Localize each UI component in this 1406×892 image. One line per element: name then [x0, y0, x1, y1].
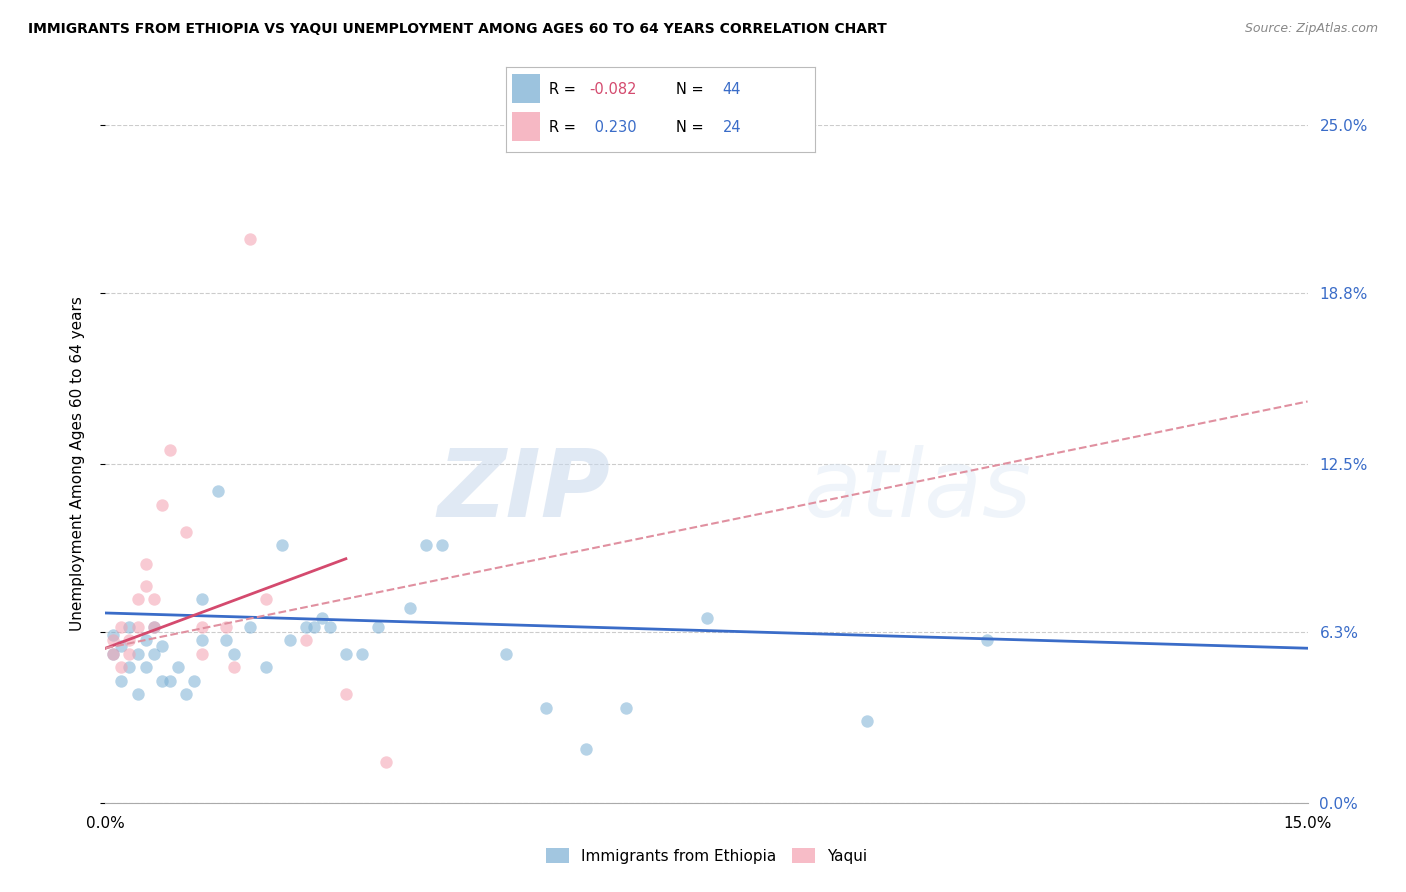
Point: [118, 633, 141, 648]
Point: [302, 619, 325, 633]
Text: 0.230: 0.230: [589, 120, 637, 136]
Point: [150, 673, 173, 688]
Point: [142, 647, 165, 661]
Text: IMMIGRANTS FROM ETHIOPIA VS YAQUI UNEMPLOYMENT AMONG AGES 60 TO 64 YEARS CORRELA: IMMIGRANTS FROM ETHIOPIA VS YAQUI UNEMPL…: [28, 22, 887, 37]
Point: [142, 619, 165, 633]
Text: R =: R =: [550, 120, 581, 136]
Point: [127, 619, 149, 633]
Point: [142, 619, 165, 633]
Point: [319, 619, 342, 633]
Point: [166, 660, 188, 674]
Text: -0.082: -0.082: [589, 82, 637, 97]
Point: [295, 619, 318, 633]
Point: [254, 660, 277, 674]
Point: [190, 633, 212, 648]
Point: [127, 647, 149, 661]
Point: [350, 647, 373, 661]
Point: [430, 538, 453, 552]
Point: [295, 633, 318, 648]
Point: [103, 628, 125, 642]
Point: [190, 592, 212, 607]
Point: [110, 673, 132, 688]
Point: [214, 633, 236, 648]
Text: ZIP: ZIP: [437, 445, 610, 537]
Point: [190, 619, 212, 633]
Point: [110, 639, 132, 653]
Point: [976, 633, 998, 648]
Point: [207, 483, 229, 498]
Point: [367, 619, 389, 633]
Point: [135, 579, 157, 593]
Text: R =: R =: [550, 82, 581, 97]
Point: [110, 660, 132, 674]
Text: 24: 24: [723, 120, 741, 136]
Point: [239, 619, 262, 633]
Point: [135, 557, 157, 571]
Point: [118, 660, 141, 674]
Point: [399, 600, 422, 615]
Point: [254, 592, 277, 607]
Point: [150, 639, 173, 653]
Point: [118, 619, 141, 633]
Text: atlas: atlas: [803, 445, 1031, 536]
FancyBboxPatch shape: [512, 74, 540, 103]
Point: [495, 647, 517, 661]
Legend: Immigrants from Ethiopia, Yaqui: Immigrants from Ethiopia, Yaqui: [540, 841, 873, 870]
Point: [214, 619, 236, 633]
Text: 44: 44: [723, 82, 741, 97]
Point: [150, 498, 173, 512]
Point: [135, 633, 157, 648]
Y-axis label: Unemployment Among Ages 60 to 64 years: Unemployment Among Ages 60 to 64 years: [70, 296, 84, 632]
Point: [118, 647, 141, 661]
Point: [616, 701, 638, 715]
Point: [239, 232, 262, 246]
Point: [127, 687, 149, 701]
Text: Source: ZipAtlas.com: Source: ZipAtlas.com: [1244, 22, 1378, 36]
Point: [174, 687, 197, 701]
Point: [110, 619, 132, 633]
Point: [183, 673, 205, 688]
Point: [270, 538, 292, 552]
FancyBboxPatch shape: [512, 112, 540, 142]
Text: N =: N =: [676, 82, 709, 97]
Point: [142, 592, 165, 607]
Text: N =: N =: [676, 120, 709, 136]
Point: [311, 611, 333, 625]
Point: [174, 524, 197, 539]
Point: [103, 647, 125, 661]
Point: [103, 647, 125, 661]
Point: [534, 701, 557, 715]
Point: [103, 633, 125, 648]
Point: [278, 633, 301, 648]
Point: [159, 673, 181, 688]
Point: [335, 647, 357, 661]
Point: [190, 647, 212, 661]
Point: [135, 660, 157, 674]
Point: [696, 611, 718, 625]
Point: [222, 647, 245, 661]
Point: [127, 592, 149, 607]
Point: [855, 714, 877, 729]
Point: [575, 741, 598, 756]
Point: [374, 755, 398, 769]
Point: [335, 687, 357, 701]
Point: [159, 443, 181, 458]
Point: [222, 660, 245, 674]
Point: [415, 538, 437, 552]
